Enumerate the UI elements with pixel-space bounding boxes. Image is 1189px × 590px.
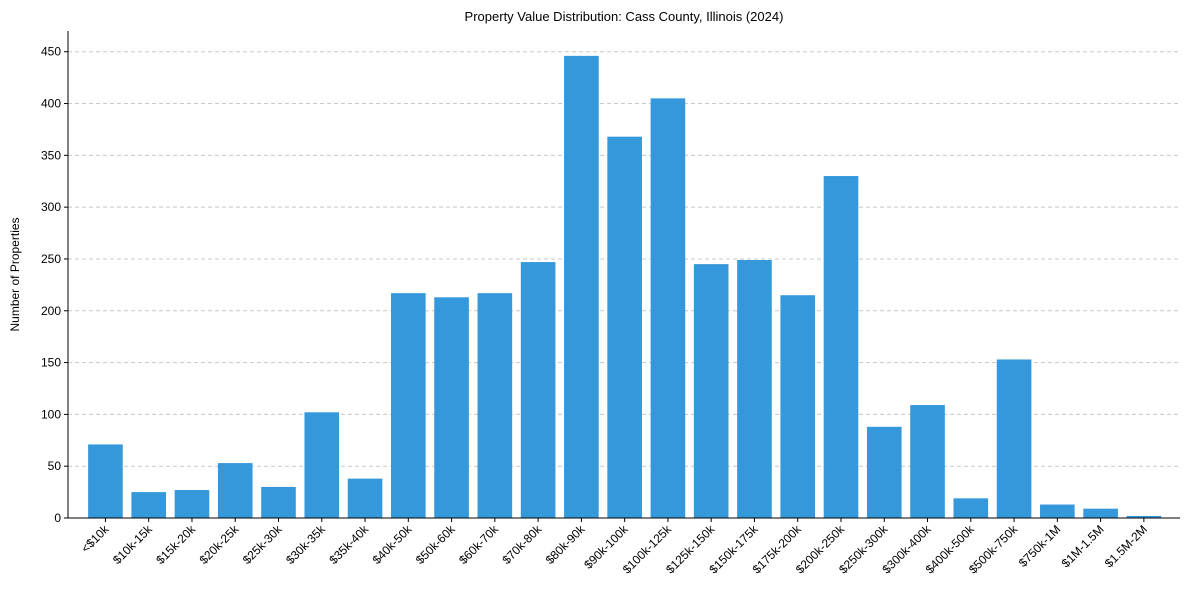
bars [88,55,1162,519]
bar [780,295,816,518]
x-tick-label: $25k-30k [240,522,286,568]
x-tick-label: $60k-70k [456,522,502,568]
axes [67,31,1180,519]
bar [304,412,340,518]
y-tick-label: 100 [41,407,61,421]
y-tick-label: 400 [41,97,61,111]
bar [866,426,902,518]
bar [1083,508,1118,518]
y-tick-label: 0 [54,511,61,525]
bar [520,262,556,518]
bar [434,297,469,518]
bar [910,405,945,518]
chart-title: Property Value Distribution: Cass County… [465,9,784,24]
bar [996,359,1032,518]
bar [1040,504,1075,518]
x-ticks: <$10k$10k-15k$15k-20k$20k-25k$25k-30k$30… [78,518,1150,576]
y-tick-label: 300 [41,200,61,214]
x-tick-label: $1M-1.5M [1059,522,1107,570]
y-tick-label: 450 [41,45,61,59]
y-axis-label: Number of Properties [8,217,22,331]
bar [823,176,859,518]
x-tick-label: $30k-35k [283,522,329,568]
bar [174,490,210,518]
x-tick-label: $35k-40k [326,522,372,568]
x-tick-label: $10k-15k [110,522,156,568]
x-tick-label: $80k-90k [543,522,589,568]
x-tick-label: $50k-60k [413,522,459,568]
bar [477,293,513,518]
x-tick-label: $40k-50k [370,522,416,568]
y-tick-label: 350 [41,148,61,162]
x-tick-label: $70k-80k [499,522,545,568]
y-tick-label: 50 [48,459,62,473]
bar [607,136,642,518]
x-tick-label: $1.5M-2M [1102,522,1150,570]
x-tick-label: $15k-20k [153,522,199,568]
y-ticks: 0 50 100 150 200 250 300 350 400 450 [41,45,68,525]
bar [88,444,123,518]
bar [347,478,383,518]
bar [693,264,729,518]
bar [1126,515,1162,518]
x-tick-label: $20k-25k [197,522,243,568]
bar [953,498,989,518]
x-tick-label: $750k-1M [1016,522,1064,570]
x-tick-label: <$10k [78,522,112,556]
bar [131,492,167,518]
y-tick-label: 150 [41,356,61,370]
bar [564,55,599,519]
bar [217,463,253,518]
y-tick-label: 250 [41,252,61,266]
bar [261,486,296,518]
y-tick-label: 200 [41,304,61,318]
bar [737,259,772,518]
bar [650,98,686,518]
bar [391,293,426,518]
